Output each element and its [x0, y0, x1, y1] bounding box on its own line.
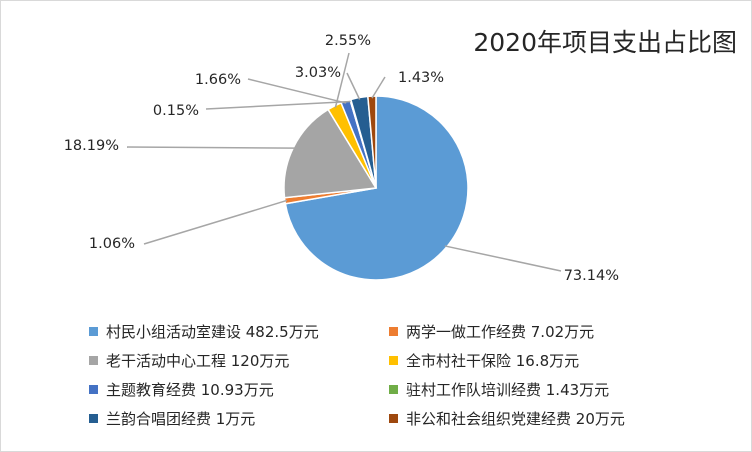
leader-line: [143, 199, 288, 245]
data-label: 2.55%: [325, 33, 371, 49]
legend-item: 非公和社会组织党建经费 20万元: [389, 406, 699, 430]
leader-line: [205, 100, 352, 110]
data-label: 1.06%: [89, 236, 135, 252]
pie-chart: 73.14% 1.06% 18.19% 2.55% 1.66% 0.15% 3.03% 1.4…: [64, 33, 619, 284]
legend-label: 全市村社干保险 16.8万元: [406, 351, 580, 370]
data-label: 73.14%: [564, 268, 619, 284]
legend-item: 村民小组活动室建设 482.5万元: [89, 319, 389, 343]
chart-title: 2020年项目支出占比图: [473, 28, 737, 57]
legend-swatch: [89, 326, 98, 336]
leader-line: [371, 76, 386, 99]
legend-swatch: [389, 413, 398, 423]
legend-swatch: [89, 355, 98, 365]
pie-slice: [367, 95, 377, 189]
pie-slice: [283, 108, 378, 199]
leader-line: [346, 72, 361, 100]
legend-label: 非公和社会组织党建经费 20万元: [406, 409, 625, 428]
data-label: 18.19%: [64, 138, 119, 154]
data-label: 1.43%: [398, 70, 444, 86]
legend-item: 主题教育经费 10.93万元: [89, 377, 389, 401]
chart-legend: 村民小组活动室建设 482.5万元 两学一做工作经费 7.02万元老干活动中心工程…: [89, 319, 709, 430]
legend-item: 两学一做工作经费 7.02万元: [389, 319, 699, 343]
legend-label: 驻村工作队培训经费 1.43万元: [406, 380, 610, 399]
legend-label: 老干活动中心工程 120万元: [106, 351, 290, 370]
data-label: 0.15%: [153, 103, 199, 119]
leader-line: [444, 245, 562, 272]
legend-label: 两学一做工作经费 7.02万元: [406, 322, 595, 341]
legend-item: 老干活动中心工程 120万元: [89, 348, 389, 372]
legend-swatch: [89, 413, 98, 423]
legend-swatch: [389, 355, 398, 365]
leader-line: [126, 146, 296, 149]
legend-label: 村民小组活动室建设 482.5万元: [106, 322, 319, 341]
data-label: 3.03%: [295, 65, 341, 81]
legend-swatch: [89, 384, 98, 394]
legend-item: 全市村社干保险 16.8万元: [389, 348, 699, 372]
leader-line: [334, 52, 350, 108]
data-label: 1.66%: [195, 72, 241, 88]
legend-label: 主题教育经费 10.93万元: [106, 380, 274, 399]
legend-swatch: [389, 384, 398, 394]
leader-line: [247, 78, 347, 104]
legend-item: 驻村工作队培训经费 1.43万元: [389, 377, 699, 401]
legend-label: 兰韵合唱团经费 1万元: [106, 409, 256, 428]
legend-item: 兰韵合唱团经费 1万元: [89, 406, 389, 430]
legend-swatch: [389, 326, 398, 336]
